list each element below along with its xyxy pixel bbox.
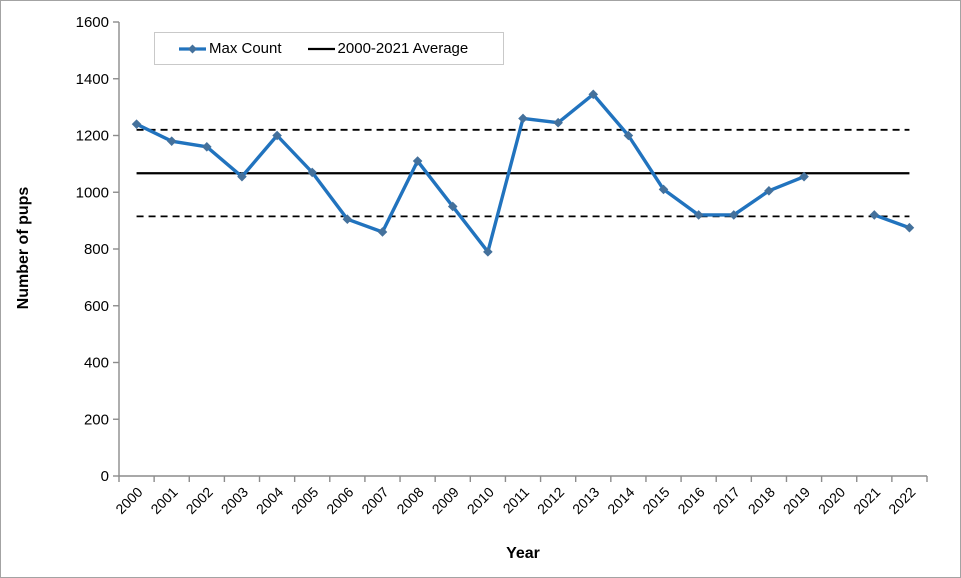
- average-line-swatch: [307, 47, 335, 50]
- x-tick-label: 2012: [534, 484, 567, 517]
- y-tick-label: 400: [84, 355, 109, 372]
- x-tick-label: 2004: [253, 484, 286, 517]
- data-point-marker: [412, 156, 423, 166]
- y-tick-label: 600: [84, 298, 109, 315]
- x-tick-label: 2017: [710, 484, 743, 517]
- data-point-marker: [553, 117, 563, 128]
- x-tick-label: 2021: [850, 484, 883, 517]
- x-tick-label: 2022: [885, 484, 918, 517]
- data-point-marker: [518, 113, 528, 124]
- x-tick-label: 2016: [674, 484, 707, 517]
- x-tick-label: 2019: [780, 484, 813, 517]
- data-point-marker: [904, 222, 915, 233]
- data-point-marker: [658, 184, 669, 195]
- x-tick-label: 2006: [323, 484, 356, 517]
- max-count-line: [872, 213, 912, 230]
- x-tick-label: 2015: [639, 484, 672, 517]
- x-tick-label: 2002: [183, 484, 216, 517]
- data-point-marker: [869, 210, 880, 220]
- x-tick-label: 2009: [429, 484, 462, 517]
- y-tick-label: 1200: [76, 128, 109, 145]
- legend-label-max-count: Max Count: [209, 40, 282, 57]
- data-point-marker: [483, 247, 493, 257]
- x-tick-label: 2011: [500, 484, 533, 517]
- x-tick-label: 2001: [147, 484, 180, 517]
- x-tick-label: 2003: [218, 484, 251, 517]
- y-tick-label: 1600: [76, 14, 109, 31]
- legend-label-average: 2000-2021 Average: [337, 40, 469, 57]
- y-tick-label: 1400: [76, 71, 109, 88]
- data-point-marker: [693, 210, 704, 220]
- x-tick-label: 2000: [112, 484, 145, 517]
- x-axis-title: Year: [506, 545, 540, 562]
- data-point-marker: [202, 142, 212, 152]
- legend-item-average: 2000-2021 Average: [307, 40, 469, 57]
- data-point-marker: [728, 210, 739, 220]
- legend-item-max-count: Max Count: [179, 40, 282, 57]
- y-tick-label: 800: [84, 241, 109, 258]
- data-point-marker: [272, 130, 282, 141]
- data-point-marker: [623, 130, 634, 141]
- x-tick-label: 2018: [745, 484, 778, 517]
- max-count-line-swatch: [179, 44, 206, 53]
- x-tick-label: 2008: [393, 484, 426, 517]
- data-point-marker: [237, 171, 247, 182]
- data-point-marker: [799, 171, 809, 182]
- x-tick-label: 2005: [288, 484, 321, 517]
- x-tick-label: 2013: [569, 484, 602, 517]
- y-tick-label: 1000: [76, 184, 109, 201]
- legend: Max Count 2000-2021 Average: [154, 32, 504, 65]
- data-point-marker: [166, 136, 177, 146]
- x-tick-label: 2010: [464, 484, 497, 517]
- data-point-marker: [377, 227, 388, 237]
- data-point-marker: [764, 186, 774, 196]
- x-tick-label: 2007: [358, 484, 391, 517]
- x-tick-label: 2020: [815, 484, 848, 517]
- max-count-line: [134, 92, 806, 254]
- y-tick-label: 200: [84, 411, 109, 428]
- data-point-marker: [588, 89, 599, 100]
- data-point-marker: [447, 201, 458, 212]
- y-tick-label: 0: [101, 468, 109, 485]
- data-point-marker: [131, 119, 142, 129]
- x-tick-label: 2014: [604, 484, 637, 517]
- data-point-marker: [342, 214, 353, 225]
- data-point-marker: [307, 167, 318, 178]
- y-axis-title: Number of pups: [15, 186, 32, 310]
